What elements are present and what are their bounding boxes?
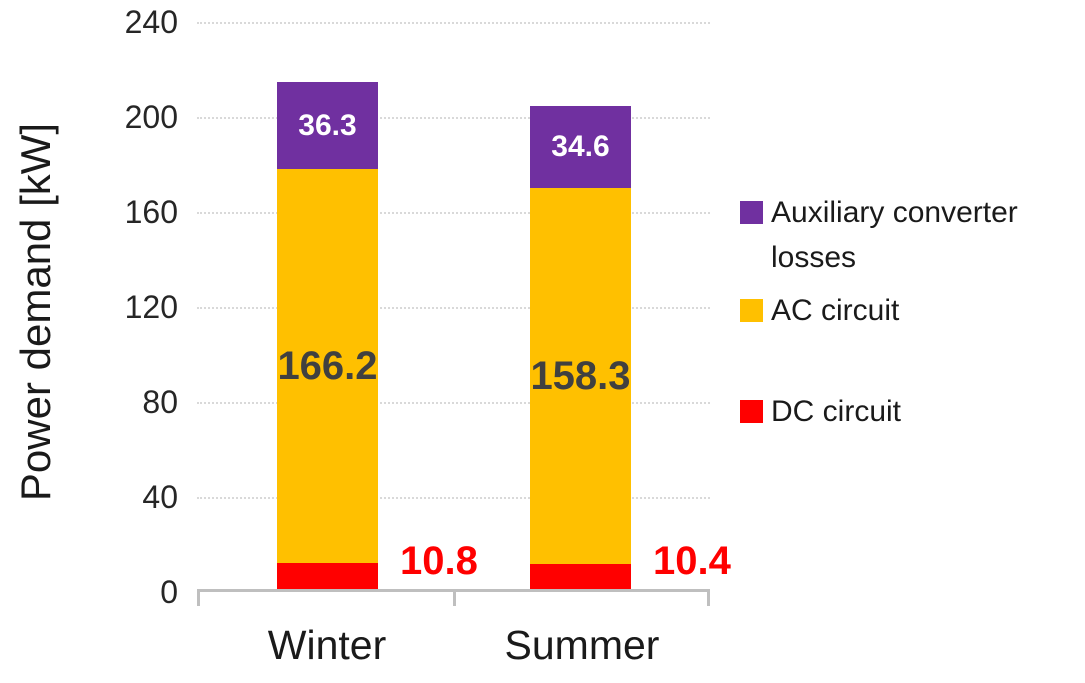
legend-swatch-aux-losses [740,201,763,224]
gridline-160 [197,212,710,214]
legend-label-aux-losses: Auxiliary converter losses [771,196,1018,274]
segment-aux-losses-winter: 36.3 [277,82,378,169]
legend-label-ac-circuit: AC circuit [771,294,900,327]
legend-item-aux-losses: Auxiliary converter losses [740,190,1084,280]
category-label-summer: Summer [504,622,660,668]
legend-swatch-dc-circuit [740,400,763,423]
segment-dc-circuit-winter [277,563,378,589]
gridline-240 [197,22,710,24]
data-label-dc-summer: 10.4 [653,539,731,583]
legend-item-ac-circuit: AC circuit [740,288,1084,333]
y-tick-label-160: 160 [124,194,178,230]
legend-item-dc-circuit: DC circuit [740,389,1084,434]
segment-dc-circuit-summer [530,564,631,589]
segment-aux-losses-summer: 34.6 [530,106,631,189]
y-tick-label-200: 200 [124,99,178,135]
gridline-80 [197,402,710,404]
y-tick-label-120: 120 [124,289,178,325]
plot-area: 36.3 166.2 10.8 34.6 158.3 10.4 [197,22,731,606]
segment-ac-circuit-summer: 158.3 [530,188,631,565]
legend: Auxiliary converter losses AC circuit DC… [740,190,1084,434]
y-tick-label-240: 240 [124,4,178,40]
y-tick-label-40: 40 [142,479,178,515]
category-label-winter: Winter [267,622,387,668]
gridline-40 [197,497,710,499]
gridline-120 [197,307,710,309]
y-axis-title: Power demand [kW] [12,122,59,502]
data-label-aux-winter: 36.3 [298,108,357,142]
segment-ac-circuit-winter: 166.2 [277,168,378,564]
x-axis-tick-left [197,592,200,606]
data-label-dc-winter: 10.8 [400,539,478,583]
y-tick-label-80: 80 [142,384,178,420]
legend-swatch-ac-circuit [740,299,763,322]
legend-label-dc-circuit: DC circuit [771,395,902,428]
bar-summer: 34.6 158.3 10.4 [530,106,731,589]
data-label-aux-summer: 34.6 [551,130,610,164]
x-axis-tick-right [707,592,710,606]
data-label-ac-summer: 158.3 [530,354,631,399]
y-tick-label-0: 0 [160,574,178,610]
bar-winter: 36.3 166.2 10.8 [277,82,478,589]
gridline-200 [197,117,710,119]
x-axis-tick-middle [452,592,456,606]
data-label-ac-winter: 166.2 [277,344,378,388]
